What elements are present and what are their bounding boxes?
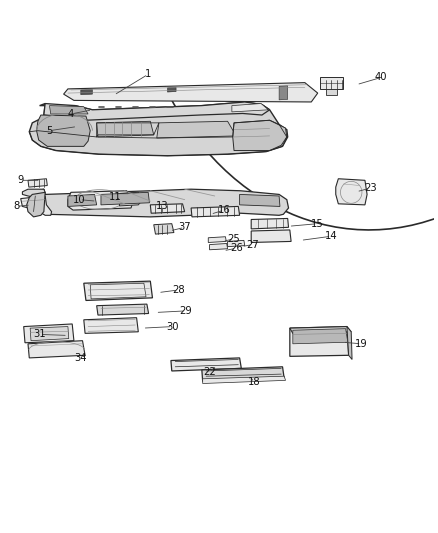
Polygon shape bbox=[336, 179, 367, 205]
Text: 18: 18 bbox=[248, 377, 261, 387]
Polygon shape bbox=[97, 122, 154, 137]
Text: 26: 26 bbox=[230, 243, 243, 253]
Polygon shape bbox=[150, 204, 185, 213]
Polygon shape bbox=[84, 318, 138, 333]
Polygon shape bbox=[240, 195, 280, 206]
Polygon shape bbox=[320, 77, 343, 89]
Text: 31: 31 bbox=[33, 329, 46, 340]
Polygon shape bbox=[84, 281, 152, 301]
Text: 40: 40 bbox=[375, 72, 388, 83]
Polygon shape bbox=[251, 219, 289, 229]
Polygon shape bbox=[157, 122, 236, 138]
Polygon shape bbox=[68, 191, 132, 210]
Polygon shape bbox=[208, 237, 226, 243]
Text: 25: 25 bbox=[228, 234, 240, 244]
Text: 27: 27 bbox=[246, 239, 259, 249]
Text: 11: 11 bbox=[109, 192, 121, 202]
Polygon shape bbox=[209, 244, 228, 250]
Polygon shape bbox=[36, 115, 90, 147]
Polygon shape bbox=[28, 179, 47, 187]
Polygon shape bbox=[28, 341, 85, 358]
Polygon shape bbox=[30, 327, 69, 341]
Text: 37: 37 bbox=[178, 222, 191, 232]
Text: 34: 34 bbox=[74, 353, 87, 363]
Polygon shape bbox=[24, 324, 74, 343]
Polygon shape bbox=[68, 195, 97, 206]
Polygon shape bbox=[44, 102, 270, 120]
Polygon shape bbox=[203, 376, 286, 384]
Text: 28: 28 bbox=[172, 285, 184, 295]
Polygon shape bbox=[81, 90, 92, 95]
Text: 16: 16 bbox=[218, 205, 230, 215]
Polygon shape bbox=[21, 196, 52, 215]
Polygon shape bbox=[279, 86, 288, 100]
Text: 15: 15 bbox=[311, 219, 324, 229]
Polygon shape bbox=[228, 240, 245, 247]
Polygon shape bbox=[29, 102, 288, 156]
Text: 10: 10 bbox=[73, 195, 86, 205]
Polygon shape bbox=[290, 327, 349, 357]
Polygon shape bbox=[347, 327, 352, 359]
Polygon shape bbox=[171, 358, 241, 371]
Text: 4: 4 bbox=[68, 109, 74, 119]
Polygon shape bbox=[232, 103, 268, 112]
Polygon shape bbox=[27, 192, 45, 217]
Polygon shape bbox=[49, 106, 88, 114]
Polygon shape bbox=[202, 367, 284, 382]
Polygon shape bbox=[251, 230, 291, 243]
Polygon shape bbox=[101, 192, 149, 205]
Text: 5: 5 bbox=[46, 126, 53, 136]
Polygon shape bbox=[154, 224, 174, 234]
Text: 19: 19 bbox=[355, 339, 368, 349]
Text: 30: 30 bbox=[166, 321, 179, 332]
Text: 13: 13 bbox=[156, 201, 169, 212]
Polygon shape bbox=[64, 83, 318, 102]
Text: 23: 23 bbox=[364, 183, 376, 193]
Text: 22: 22 bbox=[203, 367, 216, 377]
Polygon shape bbox=[293, 329, 348, 344]
Polygon shape bbox=[97, 304, 148, 315]
Polygon shape bbox=[191, 206, 240, 217]
Polygon shape bbox=[326, 89, 337, 95]
Text: 1: 1 bbox=[145, 69, 152, 79]
Text: 8: 8 bbox=[13, 201, 20, 212]
Text: 9: 9 bbox=[18, 175, 24, 185]
Polygon shape bbox=[290, 327, 351, 333]
Polygon shape bbox=[120, 192, 143, 206]
Polygon shape bbox=[233, 120, 287, 150]
Text: 14: 14 bbox=[325, 231, 338, 241]
Polygon shape bbox=[28, 189, 289, 217]
Polygon shape bbox=[22, 189, 45, 198]
Text: 29: 29 bbox=[179, 306, 192, 316]
Polygon shape bbox=[167, 87, 176, 92]
